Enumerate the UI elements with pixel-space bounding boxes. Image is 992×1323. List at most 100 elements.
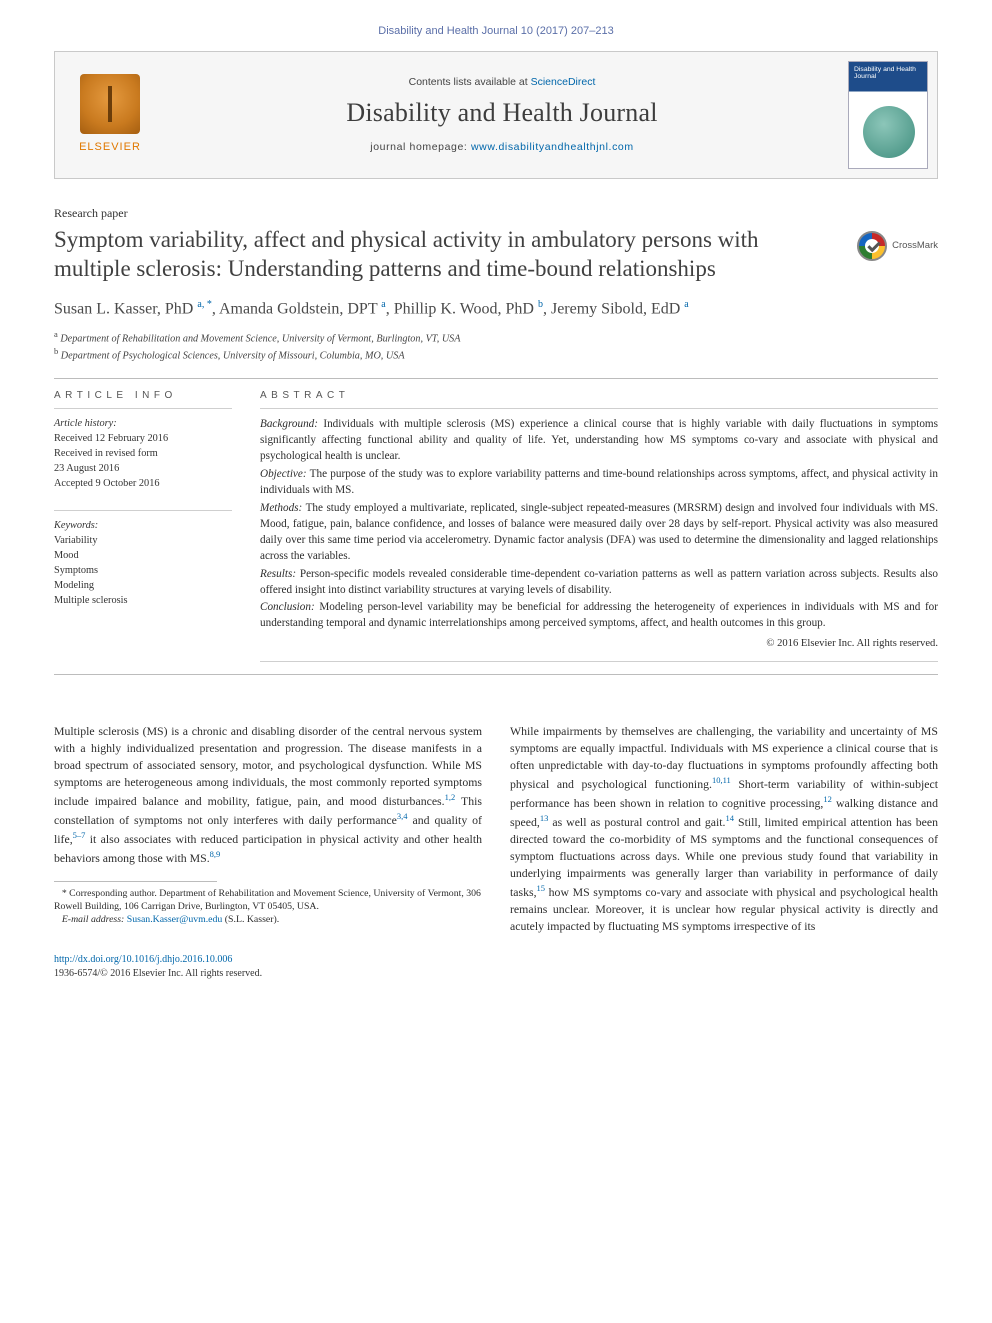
keyword: Modeling <box>54 579 232 594</box>
affiliation-text: Department of Rehabilitation and Movemen… <box>60 333 460 344</box>
email-line: E-mail address: Susan.Kasser@uvm.edu (S.… <box>54 913 482 926</box>
article-history: Article history: Received 12 February 20… <box>54 417 232 492</box>
abs-background-label: Background: <box>260 418 318 430</box>
crossmark-badge[interactable]: CrossMark <box>857 231 938 261</box>
abstract-body: Background: Individuals with multiple sc… <box>260 417 938 651</box>
banner-right: Disability and Health Journal <box>839 52 937 178</box>
divider <box>54 378 938 379</box>
abs-background: Individuals with multiple sclerosis (MS)… <box>260 418 938 462</box>
author: Jeremy Sibold, EdD <box>551 300 680 317</box>
affiliation: b Department of Psychological Sciences, … <box>54 346 938 364</box>
issn-line: 1936-6574/© 2016 Elsevier Inc. All right… <box>54 967 938 981</box>
divider <box>260 408 938 409</box>
article-title: Symptom variability, affect and physical… <box>54 225 839 284</box>
homepage-prefix: journal homepage: <box>370 141 471 153</box>
cite-ref[interactable]: 8,9 <box>210 849 221 859</box>
publisher-logo-block: ELSEVIER <box>55 52 165 178</box>
abs-conclusion-label: Conclusion: <box>260 601 315 613</box>
body-text: it also associates with reduced particip… <box>54 832 482 865</box>
aff-ref[interactable]: a <box>197 299 201 310</box>
page-footer: http://dx.doi.org/10.1016/j.dhjo.2016.10… <box>54 953 938 981</box>
cite-ref[interactable]: 12 <box>823 794 832 804</box>
crossmark-label: CrossMark <box>892 240 938 253</box>
journal-name: Disability and Health Journal <box>165 95 839 130</box>
history-revised: Received in revised form <box>54 447 232 462</box>
footnote-separator <box>54 881 217 882</box>
history-accepted: Accepted 9 October 2016 <box>54 477 232 492</box>
body-text: how MS symptoms co-vary and associate wi… <box>510 885 938 933</box>
cover-graphic-icon <box>863 106 915 158</box>
corresponding-author-note: * Corresponding author. Department of Re… <box>54 887 482 913</box>
affiliation-text: Department of Psychological Sciences, Un… <box>61 351 405 362</box>
divider <box>54 408 232 409</box>
cite-ref[interactable]: 5–7 <box>73 830 86 840</box>
footnotes: * Corresponding author. Department of Re… <box>54 887 482 927</box>
keyword: Variability <box>54 534 232 549</box>
article-type: Research paper <box>54 205 938 221</box>
cover-title: Disability and Health Journal <box>854 66 922 81</box>
divider <box>54 510 232 511</box>
abstract-col: ABSTRACT Background: Individuals with mu… <box>260 389 938 670</box>
author: Phillip K. Wood, PhD <box>394 300 534 317</box>
body-para: Multiple sclerosis (MS) is a chronic and… <box>54 723 482 867</box>
doi-link[interactable]: http://dx.doi.org/10.1016/j.dhjo.2016.10… <box>54 954 232 965</box>
title-row: Symptom variability, affect and physical… <box>54 225 938 284</box>
keywords-block: Keywords: Variability Mood Symptoms Mode… <box>54 519 232 609</box>
corr-ref[interactable]: * <box>207 299 212 310</box>
affiliations: a Department of Rehabilitation and Movem… <box>54 329 938 364</box>
abstract-copyright: © 2016 Elsevier Inc. All rights reserved… <box>260 636 938 651</box>
contents-prefix: Contents lists available at <box>409 76 531 88</box>
article-info-col: ARTICLE INFO Article history: Received 1… <box>54 389 232 670</box>
article-info-heading: ARTICLE INFO <box>54 389 232 403</box>
body-columns: Multiple sclerosis (MS) is a chronic and… <box>54 723 938 935</box>
aff-ref[interactable]: b <box>538 299 543 310</box>
crossmark-icon <box>857 231 887 261</box>
cite-ref[interactable]: 3,4 <box>397 811 408 821</box>
body-text: Multiple sclerosis (MS) is a chronic and… <box>54 724 482 808</box>
keywords-label: Keywords: <box>54 519 232 534</box>
abs-results: Person-specific models revealed consider… <box>260 568 938 596</box>
email-link[interactable]: Susan.Kasser@uvm.edu <box>127 914 223 925</box>
info-abstract-row: ARTICLE INFO Article history: Received 1… <box>54 389 938 670</box>
affiliation: a Department of Rehabilitation and Movem… <box>54 329 938 347</box>
journal-homepage-link[interactable]: www.disabilityandhealthjnl.com <box>471 141 634 153</box>
elsevier-tree-icon <box>80 74 140 134</box>
keyword: Symptoms <box>54 564 232 579</box>
running-head: Disability and Health Journal 10 (2017) … <box>54 24 938 39</box>
author-list: Susan L. Kasser, PhD a, *, Amanda Goldst… <box>54 298 938 321</box>
email-label: E-mail address: <box>62 914 125 925</box>
history-revised-date: 23 August 2016 <box>54 462 232 477</box>
body-para: While impairments by themselves are chal… <box>510 723 938 935</box>
aff-ref[interactable]: a <box>684 299 688 310</box>
contents-line: Contents lists available at ScienceDirec… <box>165 75 839 89</box>
keyword: Multiple sclerosis <box>54 594 232 609</box>
body-text: as well as postural control and gait. <box>548 815 725 829</box>
abs-conclusion: Modeling person-level variability may be… <box>260 601 938 629</box>
abs-objective: The purpose of the study was to explore … <box>260 468 938 496</box>
email-suffix: (S.L. Kasser). <box>225 914 279 925</box>
publisher-label: ELSEVIER <box>79 140 141 155</box>
history-label: Article history: <box>54 417 232 432</box>
author: Amanda Goldstein, DPT <box>219 300 377 317</box>
keyword: Mood <box>54 549 232 564</box>
journal-cover-thumb: Disability and Health Journal <box>848 61 928 169</box>
abs-results-label: Results: <box>260 568 296 580</box>
journal-homepage-line: journal homepage: www.disabilityandhealt… <box>165 140 839 154</box>
cite-ref[interactable]: 15 <box>537 883 546 893</box>
sciencedirect-link[interactable]: ScienceDirect <box>531 76 596 88</box>
abstract-heading: ABSTRACT <box>260 389 938 403</box>
cite-ref[interactable]: 1,2 <box>445 792 456 802</box>
cite-ref[interactable]: 10,11 <box>712 775 731 785</box>
abs-objective-label: Objective: <box>260 468 307 480</box>
divider <box>54 674 938 675</box>
cite-ref[interactable]: 14 <box>726 813 735 823</box>
journal-banner: ELSEVIER Contents lists available at Sci… <box>54 51 938 179</box>
banner-center: Contents lists available at ScienceDirec… <box>165 52 839 178</box>
abs-methods-label: Methods: <box>260 502 302 514</box>
history-received: Received 12 February 2016 <box>54 432 232 447</box>
divider <box>260 661 938 662</box>
abs-methods: The study employed a multivariate, repli… <box>260 502 938 562</box>
author: Susan L. Kasser, PhD <box>54 300 193 317</box>
footnote-block: * Corresponding author. Department of Re… <box>54 881 482 927</box>
aff-ref[interactable]: a <box>381 299 385 310</box>
